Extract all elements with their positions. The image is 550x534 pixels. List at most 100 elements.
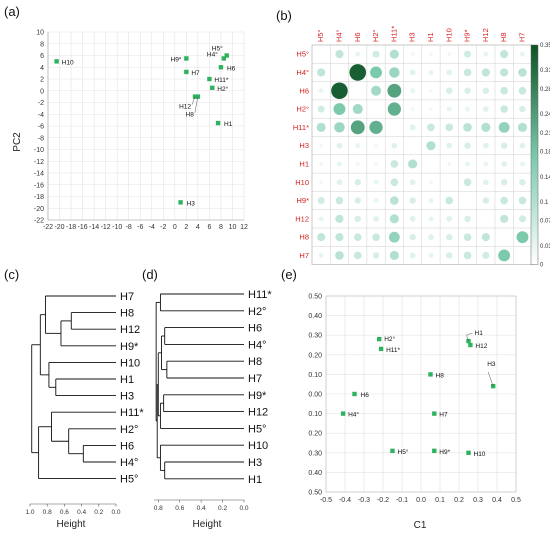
heatmap-cell-circle	[409, 252, 416, 259]
heatmap-cell-circle	[500, 179, 508, 186]
panel-label-b: (b)	[276, 8, 292, 23]
heatmap-cell-circle	[464, 142, 471, 149]
heatmap-row-label: H12	[295, 214, 309, 223]
y-tick-label: 0.30	[308, 450, 322, 457]
panel-d-xlabel: Height	[193, 519, 222, 530]
dendrogram-tick-label: 0.2	[218, 505, 227, 512]
heatmap-cell-circle	[317, 105, 325, 113]
point-label: H6	[361, 392, 370, 399]
heatmap-cell-circle	[389, 67, 400, 78]
dendrogram-leaf-label: H6	[248, 323, 262, 335]
heatmap-col-label: H11*	[389, 26, 398, 42]
heatmap-cell-circle	[447, 52, 452, 57]
data-point	[390, 448, 395, 454]
heatmap-cell-circle	[519, 142, 526, 149]
heatmap-cell-circle	[390, 160, 399, 168]
heatmap-cell-circle	[335, 196, 344, 205]
heatmap-cell-circle	[464, 87, 471, 94]
heatmap-cell-circle	[336, 179, 343, 186]
y-tick-label: -6	[38, 124, 44, 131]
point-label: H7	[439, 412, 448, 419]
dendrogram-leaf-label: H8	[120, 308, 134, 320]
colorbar	[530, 44, 539, 265]
heatmap-cell-circle	[428, 252, 434, 258]
x-tick-label: 2	[184, 224, 188, 231]
heatmap-cell-circle	[334, 122, 345, 133]
colorbar-tick-label: 0.31	[540, 68, 550, 74]
dendrogram-leaf-label: H5°	[248, 423, 266, 435]
heatmap-row-label: H3	[299, 141, 309, 150]
point-label: H11*	[386, 347, 400, 354]
x-tick-label: -14	[89, 224, 99, 231]
heatmap-cell-circle	[409, 215, 416, 222]
heatmap-cell-circle	[409, 179, 416, 186]
y-tick-label: -20	[34, 206, 44, 213]
dendrogram-leaf-label: H9*	[248, 390, 267, 402]
heatmap-cell-circle	[516, 231, 529, 244]
data-point	[340, 411, 346, 416]
heatmap-cell-circle	[331, 82, 348, 100]
heatmap-cell-circle	[482, 251, 490, 259]
dendrogram-tick-label: 0.8	[154, 505, 163, 512]
leader-line	[466, 332, 473, 342]
dendrogram-leaf-label: H5°	[120, 474, 138, 486]
colorbar-tick-label: 0.24	[540, 112, 550, 118]
x-tick-label: 0.4	[492, 497, 502, 504]
heatmap-cell-circle	[389, 214, 399, 224]
heatmap-row-label: H8	[299, 233, 309, 242]
heatmap-cell-circle	[446, 215, 453, 222]
panel-b-correlation-heatmap: H5° H4° H6 H2° H11* H3 H1 H10 H9* H12 H8 H7H5°H4°H6…	[293, 26, 550, 269]
heatmap-cell-circle	[387, 83, 402, 98]
heatmap-cell-circle	[317, 233, 326, 242]
x-tick-label: 4	[196, 224, 200, 231]
y-tick-label: 0.20	[308, 352, 322, 359]
dendrogram-tick-label: 0.0	[239, 505, 248, 512]
heatmap-row-label: H7	[299, 251, 309, 260]
point-label: H3	[487, 361, 496, 368]
heatmap-col-label: H6	[353, 32, 362, 42]
heatmap-row-label: H11*	[293, 123, 309, 132]
heatmap-col-label: H7	[517, 32, 526, 42]
x-tick-label: -16	[78, 224, 88, 231]
heatmap-cell-circle	[447, 161, 452, 166]
heatmap-cell-circle	[409, 69, 416, 76]
heatmap-cell-circle	[481, 233, 490, 242]
heatmap-cell-circle	[482, 106, 489, 112]
x-tick-label: -18	[66, 224, 76, 231]
heatmap-cell-circle	[316, 122, 326, 132]
x-tick-label: -0.1	[396, 497, 408, 504]
heatmap-cell-circle	[464, 50, 472, 58]
dendrogram-tick-label: 0.4	[77, 509, 86, 516]
y-tick-label: 0.30	[308, 333, 322, 340]
colorbar-tick-label: 0.1	[540, 200, 549, 206]
x-tick-label: -20	[54, 224, 64, 231]
heatmap-cell-circle	[463, 123, 472, 132]
heatmap-cell-circle	[428, 69, 434, 75]
heatmap-cell-circle	[500, 196, 508, 205]
heatmap-cell-circle	[355, 143, 361, 149]
heatmap-cell-circle	[374, 161, 379, 166]
y-tick-label: -16	[34, 182, 44, 189]
heatmap-cell-circle	[408, 159, 418, 169]
dendrogram-tick-label: 0.6	[175, 505, 184, 512]
heatmap-col-label: H9*	[463, 29, 472, 42]
heatmap-cell-circle	[426, 141, 436, 151]
dendrogram-leaf-label: H10	[120, 357, 140, 369]
heatmap-cell-circle	[519, 51, 525, 57]
heatmap-cell-circle	[446, 69, 453, 76]
y-tick-label: 0.10	[308, 372, 322, 379]
heatmap-cell-circle	[519, 105, 526, 113]
point-label: H1	[475, 330, 484, 337]
point-label: H11*	[214, 77, 228, 84]
heatmap-cell-circle	[410, 107, 415, 112]
heatmap-cell-circle	[336, 142, 343, 149]
point-label: H8	[436, 372, 445, 379]
panel-c-xlabel: Height	[57, 519, 86, 530]
y-tick-label: 0.50	[308, 294, 322, 301]
point-label: H6	[227, 65, 236, 72]
heatmap-cell-circle	[500, 142, 508, 149]
point-label: H9*	[171, 56, 182, 63]
heatmap-col-label: H3	[408, 32, 417, 42]
heatmap-cell-circle	[319, 180, 324, 185]
data-point	[218, 65, 224, 70]
